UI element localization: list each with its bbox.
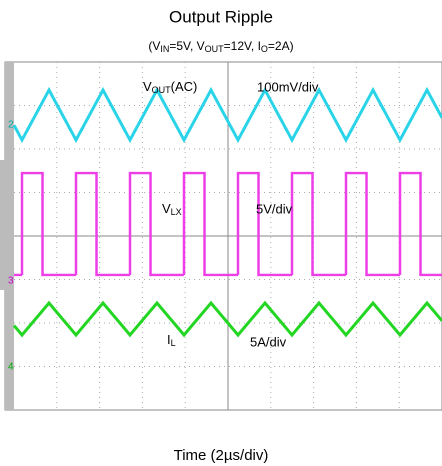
trace-scale: 100mV/div <box>257 79 319 94</box>
subscript: O <box>261 44 268 54</box>
channel-marker: 4 <box>8 362 14 373</box>
scope-capture: Output Ripple (VIN=5V, VOUT=12V, IO=2A) … <box>0 0 442 466</box>
text-piece: =12V, I <box>224 39 261 53</box>
channel-marker: 2 <box>8 120 14 131</box>
text-piece: =5V, V <box>169 39 204 53</box>
subscript: IN <box>160 44 169 54</box>
text-piece: V <box>162 201 171 216</box>
subscript: OUT <box>152 85 172 95</box>
x-axis-label: Time (2µs/div) <box>174 447 269 464</box>
trace-scale: 5A/div <box>250 334 287 349</box>
text-piece: (V <box>148 39 160 53</box>
subscript: L <box>171 338 176 348</box>
title: Output Ripple <box>169 7 273 26</box>
channel-marker: 3 <box>8 276 14 287</box>
subscript: LX <box>171 207 182 217</box>
text-piece: (AC) <box>171 79 198 94</box>
subscript: OUT <box>205 44 225 54</box>
subtitle: (VIN=5V, VOUT=12V, IO=2A) <box>148 39 293 53</box>
trace-scale: 5V/div <box>256 201 293 216</box>
trace-label: VOUT(AC) <box>143 79 197 94</box>
text-piece: =2A) <box>268 39 294 53</box>
screen-mask <box>0 160 14 290</box>
text-piece: V <box>143 79 152 94</box>
